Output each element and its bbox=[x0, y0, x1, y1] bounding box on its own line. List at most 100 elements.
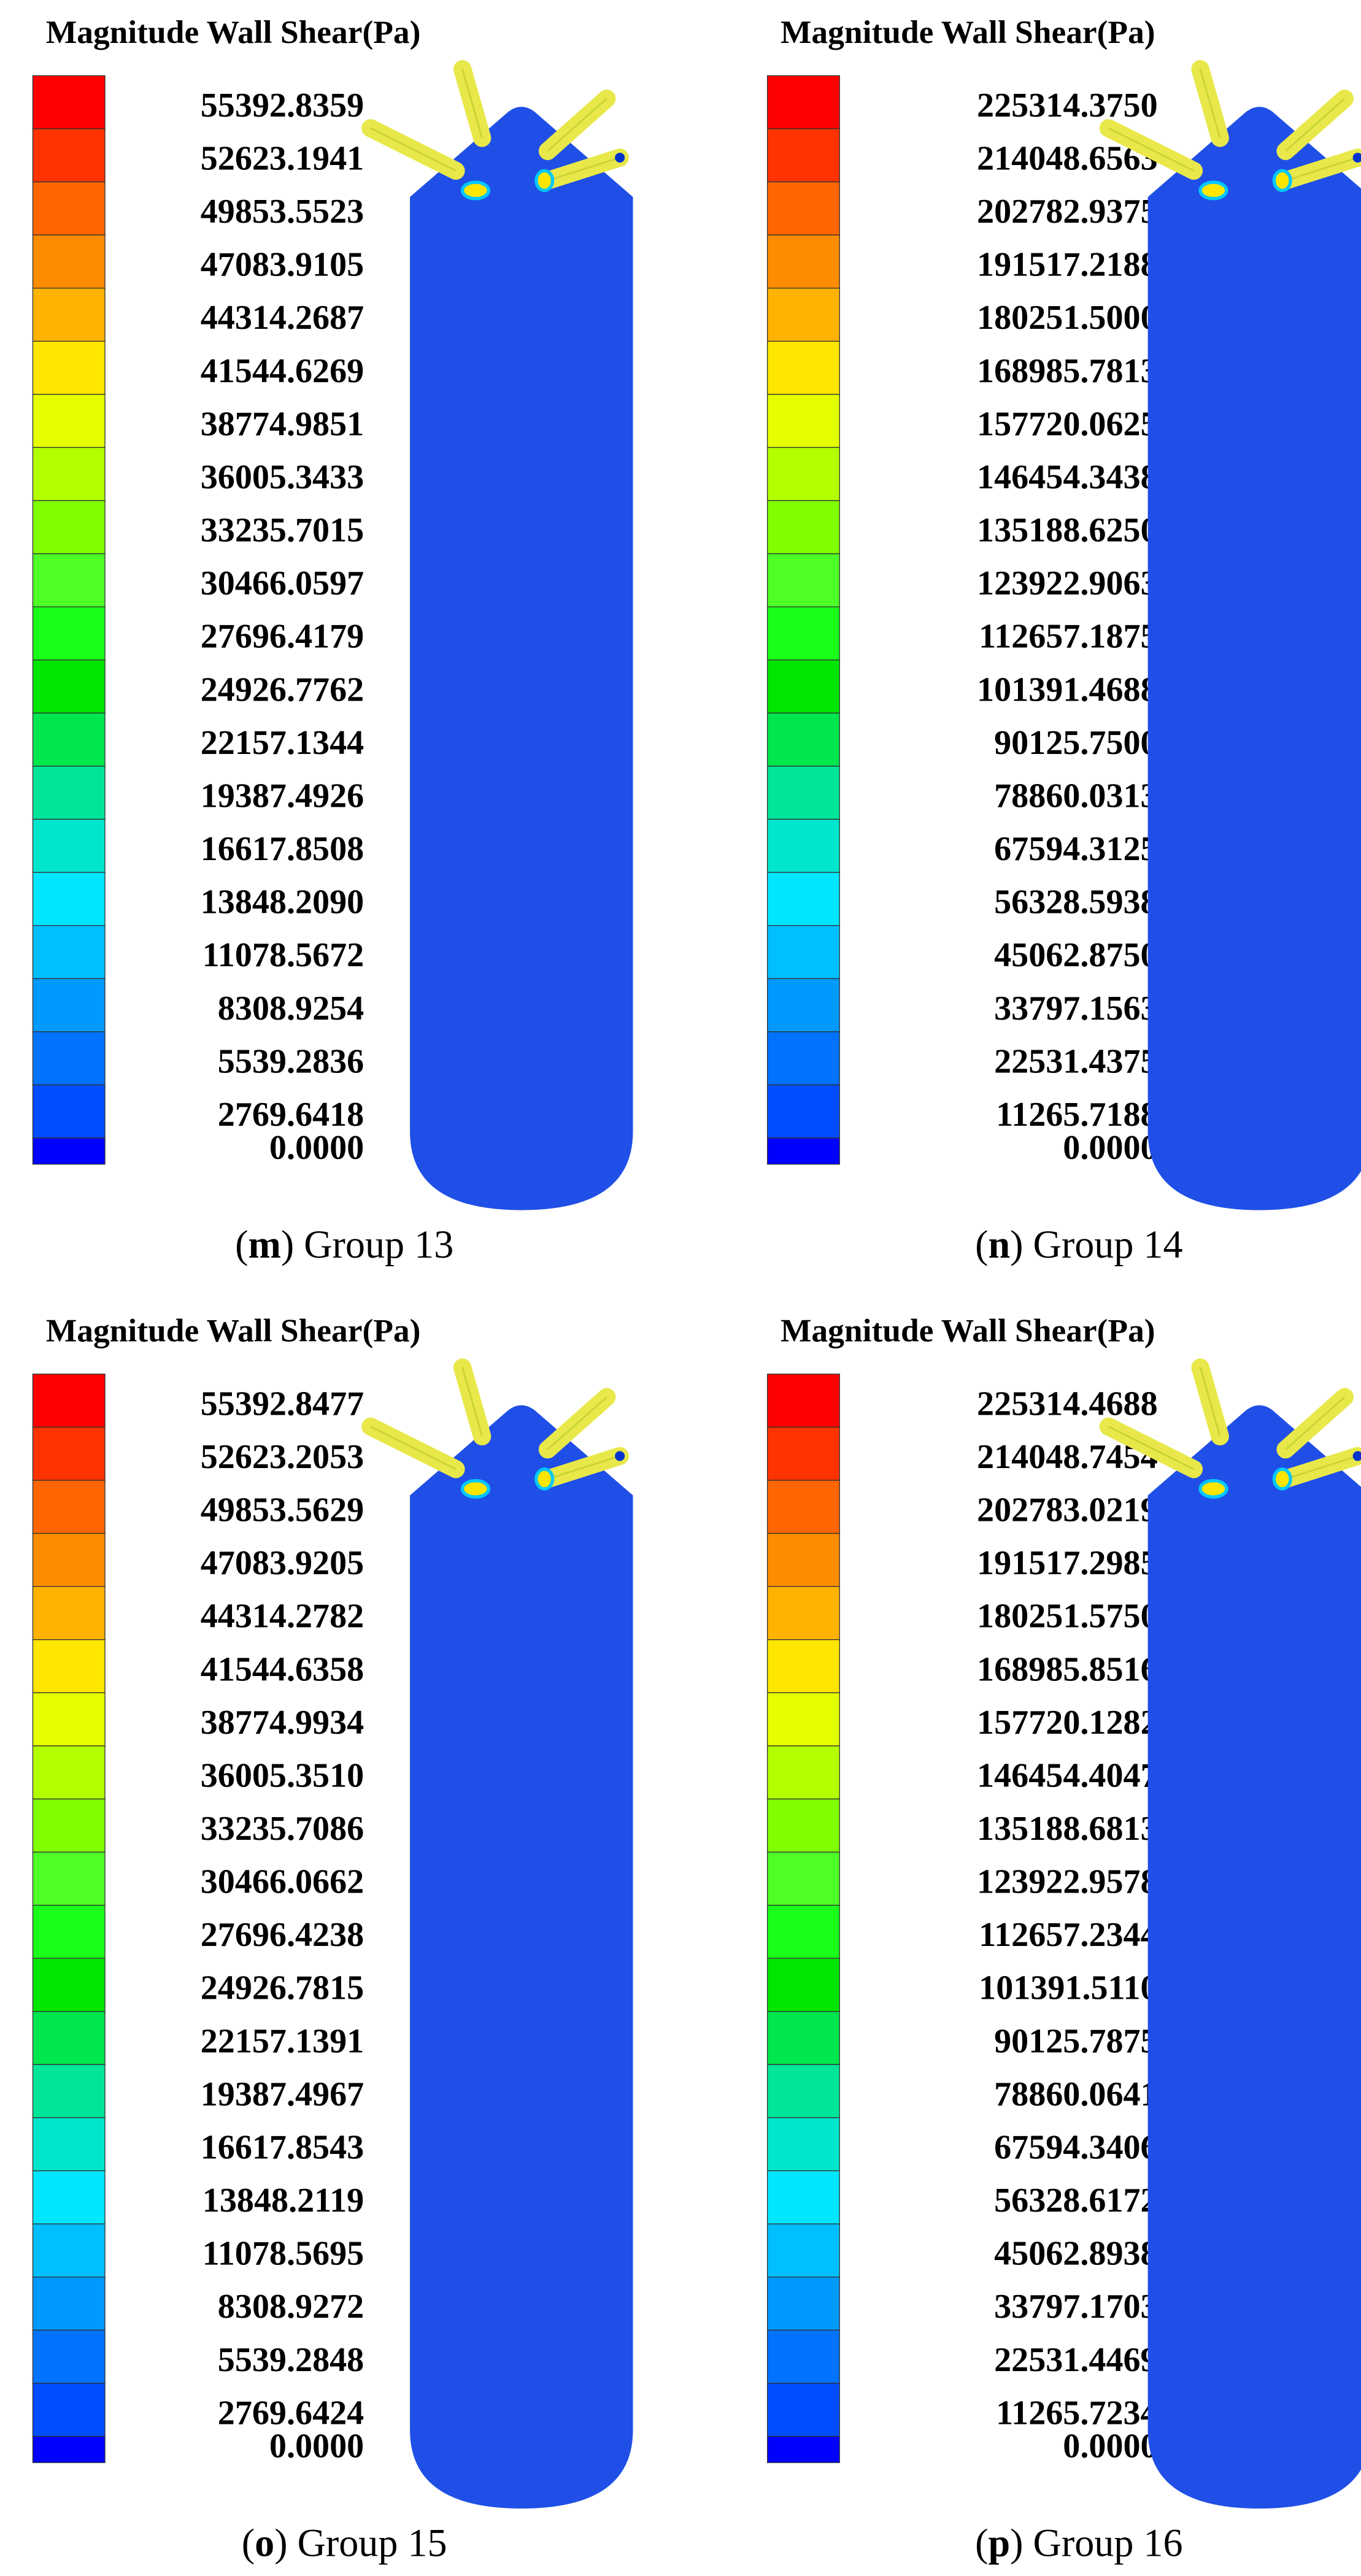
level-label: 44314.2687 bbox=[201, 299, 364, 337]
level-label: 180251.5750 bbox=[977, 1598, 1158, 1636]
color-band bbox=[766, 1798, 840, 1853]
level-label: 41544.6269 bbox=[201, 352, 364, 390]
level-label: 52623.1941 bbox=[201, 139, 364, 177]
level-label: 225314.4688 bbox=[977, 1385, 1158, 1423]
pipe-edge bbox=[370, 127, 457, 172]
vessel-body bbox=[1147, 107, 1361, 1210]
level-label: 101391.4688 bbox=[977, 671, 1158, 709]
caption-letter: m bbox=[248, 1223, 280, 1266]
color-band bbox=[766, 1137, 840, 1165]
color-band bbox=[32, 1958, 106, 2012]
inlet bbox=[615, 152, 625, 163]
level-label: 78860.0313 bbox=[994, 777, 1158, 815]
level-label: 38774.9934 bbox=[201, 1704, 364, 1742]
caption: (o) Group 15 bbox=[242, 2521, 447, 2565]
color-band bbox=[766, 2383, 840, 2437]
level-label: 11078.5672 bbox=[202, 936, 364, 974]
inlet bbox=[1272, 169, 1292, 193]
color-band bbox=[32, 340, 106, 395]
color-band bbox=[32, 606, 106, 661]
caption-text: ) Group 16 bbox=[1010, 2521, 1182, 2565]
color-band bbox=[766, 75, 840, 129]
pipe-edge bbox=[1108, 1426, 1195, 1470]
level-label: 22531.4469 bbox=[994, 2341, 1158, 2379]
color-band bbox=[766, 606, 840, 661]
level-label: 56328.6172 bbox=[994, 2182, 1158, 2220]
level-label: 27696.4238 bbox=[201, 1916, 364, 1954]
level-label: 101391.5110 bbox=[979, 1969, 1157, 2007]
panel: Magnitude Wall Shear(Pa) 55392.8359 52623.… bbox=[32, 13, 633, 1266]
color-band bbox=[32, 1084, 106, 1139]
color-band bbox=[32, 2223, 106, 2278]
color-band bbox=[32, 234, 106, 289]
pipe-edge bbox=[1199, 1367, 1221, 1437]
color-band bbox=[32, 2170, 106, 2224]
color-band bbox=[766, 1639, 840, 1693]
level-label: 5539.2848 bbox=[218, 2341, 364, 2379]
level-label: 135188.6250 bbox=[977, 512, 1158, 550]
color-band bbox=[766, 234, 840, 289]
level-label: 22157.1391 bbox=[201, 2022, 364, 2060]
inlet bbox=[460, 180, 491, 201]
pipe-edge bbox=[1199, 69, 1221, 139]
level-label: 22157.1344 bbox=[201, 724, 364, 762]
level-label: 191517.2985 bbox=[977, 1544, 1158, 1582]
level-label: 38774.9851 bbox=[201, 405, 364, 443]
level-label: 67594.3125 bbox=[994, 830, 1158, 868]
color-band bbox=[766, 1532, 840, 1587]
caption-open: ( bbox=[975, 2521, 988, 2565]
level-label: 16617.8543 bbox=[201, 2129, 364, 2167]
caption-text: ) Group 14 bbox=[1010, 1223, 1182, 1266]
color-band bbox=[766, 1480, 840, 1534]
color-band bbox=[766, 1851, 840, 1906]
level-label: 202783.0219 bbox=[977, 1491, 1158, 1529]
level-label: 47083.9105 bbox=[201, 246, 364, 284]
level-label: 11265.7234 bbox=[996, 2394, 1157, 2432]
color-band bbox=[766, 2117, 840, 2172]
color-band bbox=[32, 1586, 106, 1640]
level-label: 45062.8750 bbox=[994, 936, 1158, 974]
level-label: 123922.9063 bbox=[977, 564, 1158, 602]
level-label: 5539.2836 bbox=[218, 1042, 364, 1080]
level-label: 67594.3406 bbox=[994, 2129, 1158, 2167]
pipe-edge bbox=[1285, 1396, 1346, 1450]
color-band bbox=[32, 1745, 106, 1800]
level-label: 2769.6418 bbox=[218, 1096, 364, 1134]
inlet bbox=[1272, 1467, 1292, 1491]
color-band bbox=[766, 128, 840, 183]
vessel bbox=[361, 60, 633, 1210]
color-band bbox=[32, 75, 106, 129]
level-label: 36005.3510 bbox=[201, 1756, 364, 1794]
level-label: 33797.1703 bbox=[994, 2288, 1158, 2326]
level-label: 16617.8508 bbox=[201, 830, 364, 868]
level-label: 55392.8477 bbox=[201, 1385, 364, 1423]
level-label: 33797.1563 bbox=[994, 990, 1158, 1028]
color-band bbox=[32, 1692, 106, 1747]
level-label: 157720.1282 bbox=[977, 1704, 1158, 1742]
color-band bbox=[766, 766, 840, 820]
color-band bbox=[766, 2277, 840, 2331]
color-band bbox=[766, 340, 840, 395]
color-band bbox=[32, 1031, 106, 1086]
color-band bbox=[766, 712, 840, 767]
caption-text: ) Group 13 bbox=[281, 1223, 453, 1266]
pipe-edge bbox=[461, 1367, 483, 1437]
vessel bbox=[361, 1358, 633, 2509]
inlet bbox=[1198, 1478, 1228, 1499]
level-label: 90125.7500 bbox=[994, 724, 1158, 762]
level-label: 2769.6424 bbox=[218, 2394, 364, 2432]
color-band bbox=[766, 2064, 840, 2118]
vessel-body bbox=[410, 107, 633, 1210]
level-label: 24926.7762 bbox=[201, 671, 364, 709]
color-band bbox=[32, 872, 106, 926]
color-band bbox=[766, 659, 840, 713]
level-label: 0.0000 bbox=[1063, 1129, 1157, 1167]
color-band bbox=[32, 2117, 106, 2172]
level-label: 52623.2053 bbox=[201, 1438, 364, 1476]
level-label: 56328.5938 bbox=[994, 883, 1158, 921]
caption-open: ( bbox=[975, 1223, 988, 1266]
caption: (m) Group 13 bbox=[235, 1223, 453, 1266]
color-band bbox=[32, 1904, 106, 1959]
color-band bbox=[766, 1692, 840, 1747]
level-label: 123922.9578 bbox=[977, 1863, 1158, 1901]
